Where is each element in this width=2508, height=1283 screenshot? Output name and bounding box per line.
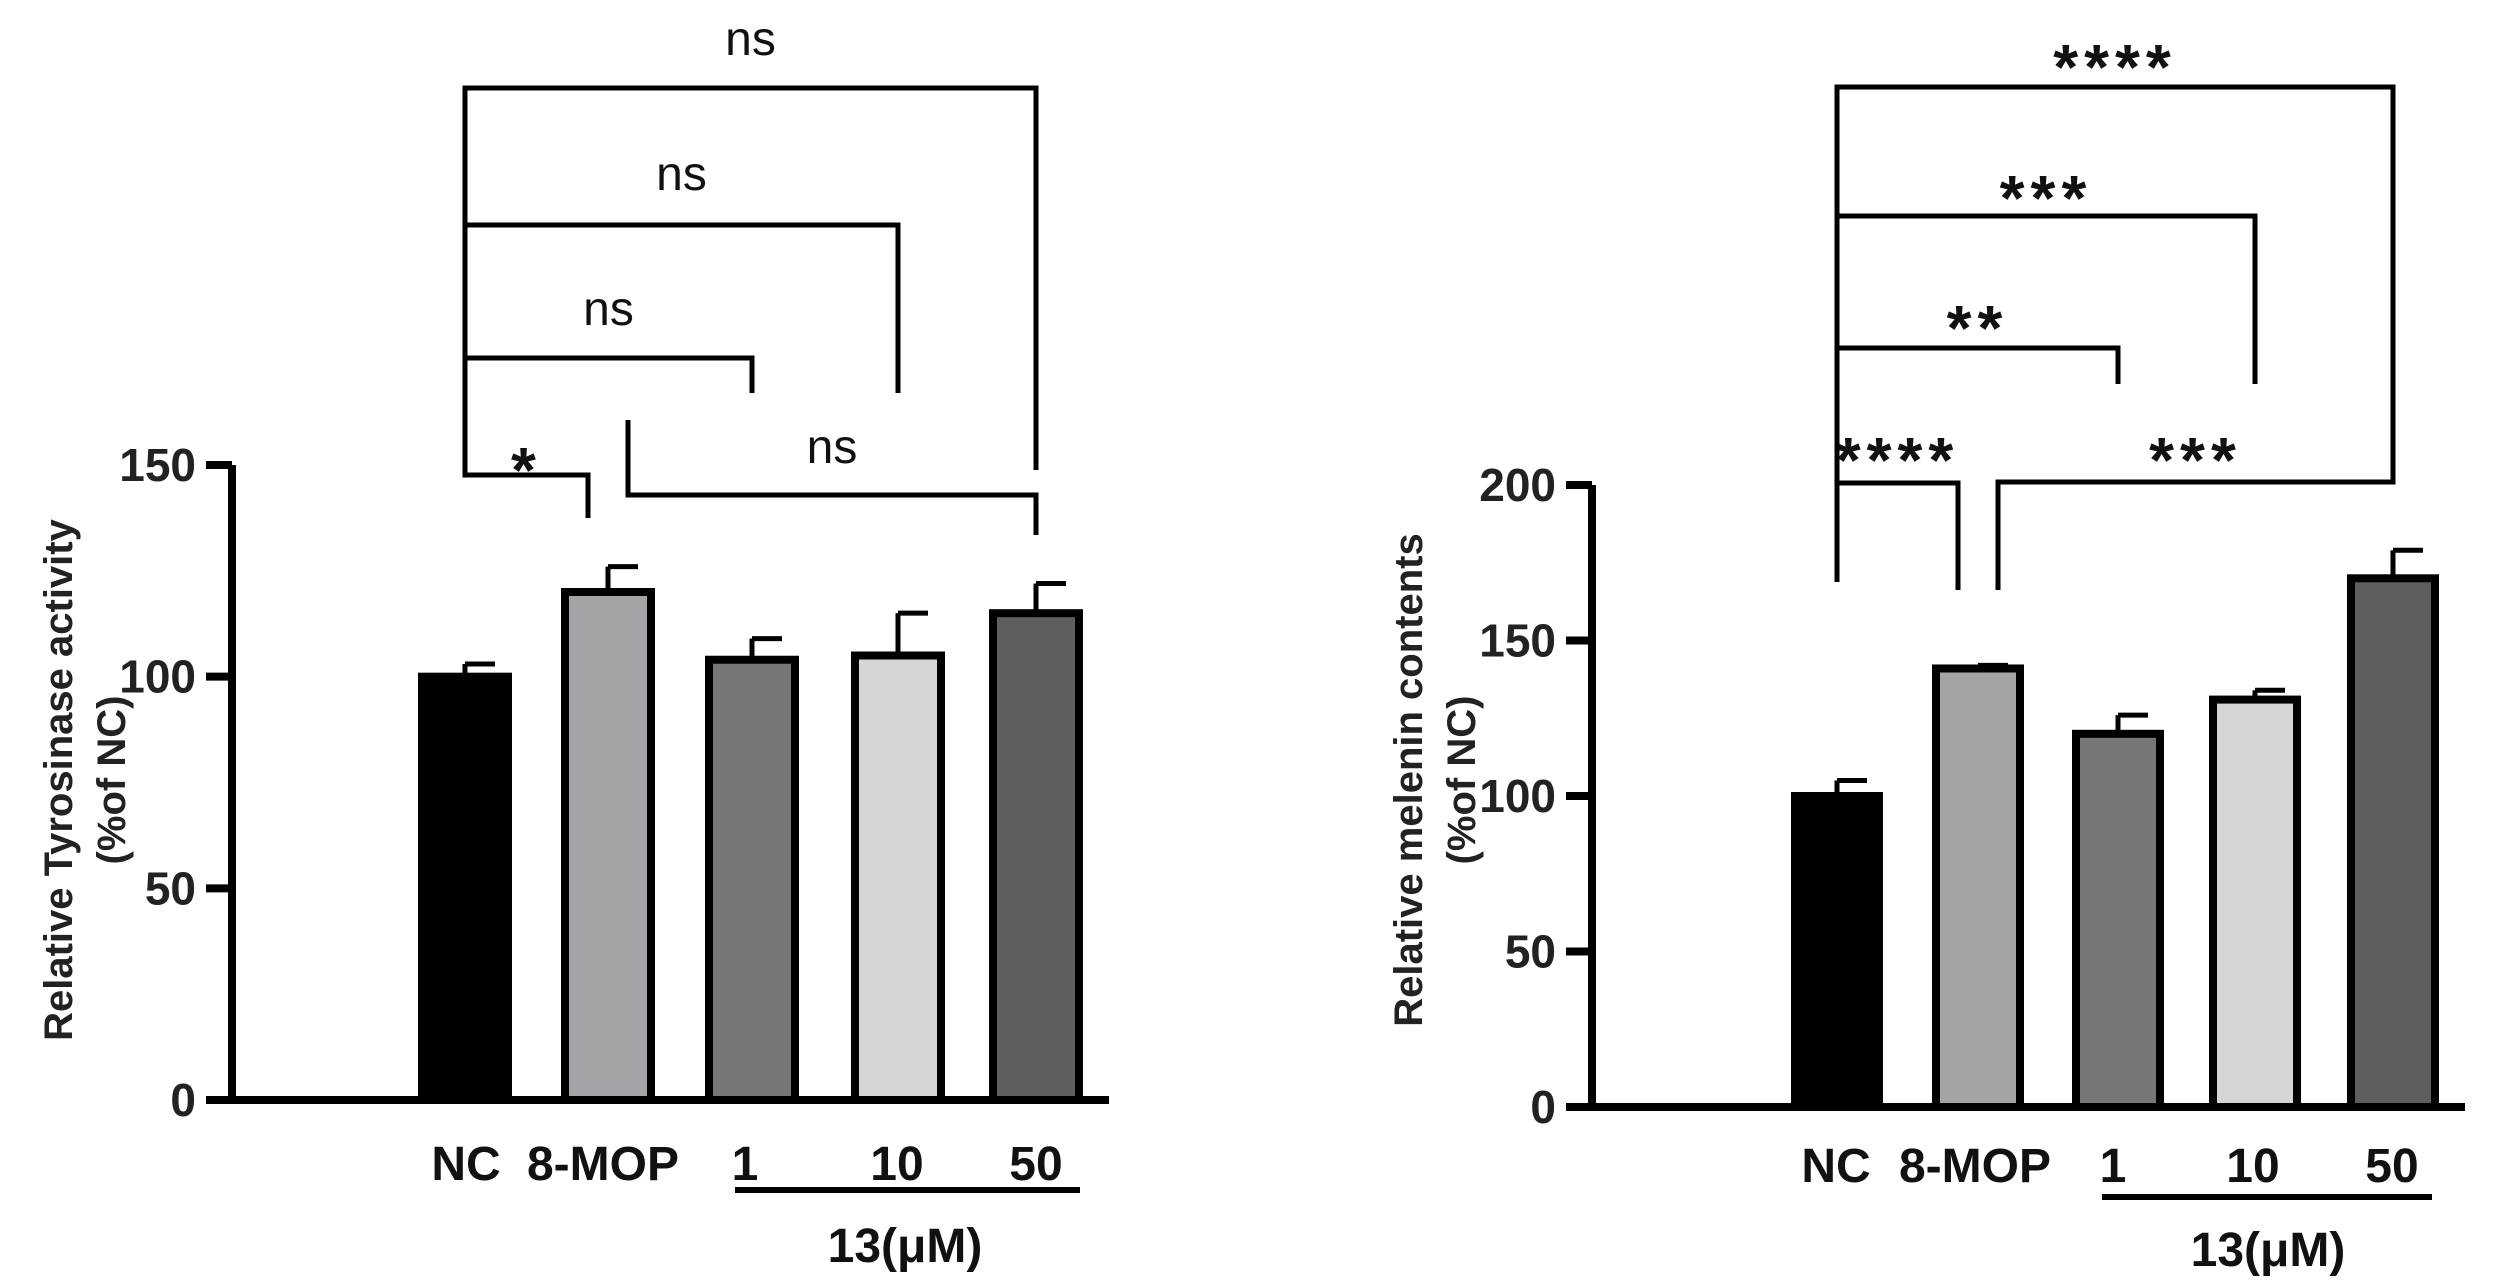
- significance-bracket: [1834, 480, 1961, 590]
- significance-bracket: [462, 355, 755, 420]
- bar: [1791, 792, 1883, 1111]
- y-tick-label: 50: [1505, 926, 1556, 978]
- category-label: 10: [870, 1138, 923, 1191]
- significance-label: ****: [1836, 424, 1960, 496]
- bar: [2072, 729, 2164, 1111]
- group-label: 13(μM): [828, 1220, 983, 1273]
- significance-label: ns: [656, 148, 707, 201]
- significance-label: ns: [583, 283, 634, 336]
- significance-label: **: [1947, 292, 2009, 364]
- category-label: 8-MOP: [527, 1138, 679, 1191]
- significance-bracket: [462, 85, 1039, 470]
- significance-label: ***: [2000, 162, 2093, 234]
- significance-label: ***: [2149, 424, 2242, 496]
- bar: [851, 651, 945, 1104]
- significance-label: ****: [2053, 31, 2177, 103]
- y-axis-title: Relative Tyrosinase activity: [37, 518, 81, 1040]
- category-label: 1: [2100, 1140, 2127, 1193]
- category-label: 1: [732, 1138, 759, 1191]
- significance-bracket: [462, 395, 591, 518]
- significance-bracket: [462, 222, 901, 395]
- bar: [418, 672, 512, 1105]
- bar: [1932, 664, 2024, 1111]
- y-tick-label: 150: [119, 439, 196, 491]
- y-axis-subtitle: (%of NC): [1440, 696, 1484, 865]
- y-tick-label: 150: [1479, 615, 1556, 667]
- bar: [2209, 695, 2301, 1112]
- y-tick-label: 0: [1530, 1081, 1556, 1133]
- category-label: 10: [2226, 1140, 2279, 1193]
- category-label: NC: [1801, 1140, 1870, 1193]
- y-axis-title: Relative melenin contents: [1387, 533, 1431, 1026]
- category-label: NC: [431, 1138, 500, 1191]
- significance-bracket: [1834, 213, 2258, 582]
- y-tick-label: 100: [1479, 770, 1556, 822]
- bar: [2347, 574, 2439, 1111]
- significance-label: ns: [807, 421, 858, 474]
- significance-bracket: [1834, 84, 2396, 582]
- y-tick-label: 50: [145, 862, 196, 914]
- y-tick-label: 0: [170, 1074, 196, 1126]
- category-label: 50: [1009, 1138, 1062, 1191]
- group-label: 13(μM): [2191, 1224, 2346, 1277]
- bar: [989, 609, 1083, 1105]
- y-tick-label: 100: [119, 651, 196, 703]
- bar: [705, 655, 799, 1104]
- significance-label: *: [511, 434, 542, 506]
- y-axis-subtitle: (%of NC): [90, 696, 134, 865]
- significance-bracket: [625, 420, 1039, 535]
- y-tick-label: 200: [1479, 459, 1556, 511]
- significance-label: ns: [725, 13, 776, 66]
- significance-bracket: [1995, 440, 2396, 590]
- bar: [561, 588, 655, 1104]
- category-label: 8-MOP: [1899, 1140, 2051, 1193]
- category-label: 50: [2365, 1140, 2418, 1193]
